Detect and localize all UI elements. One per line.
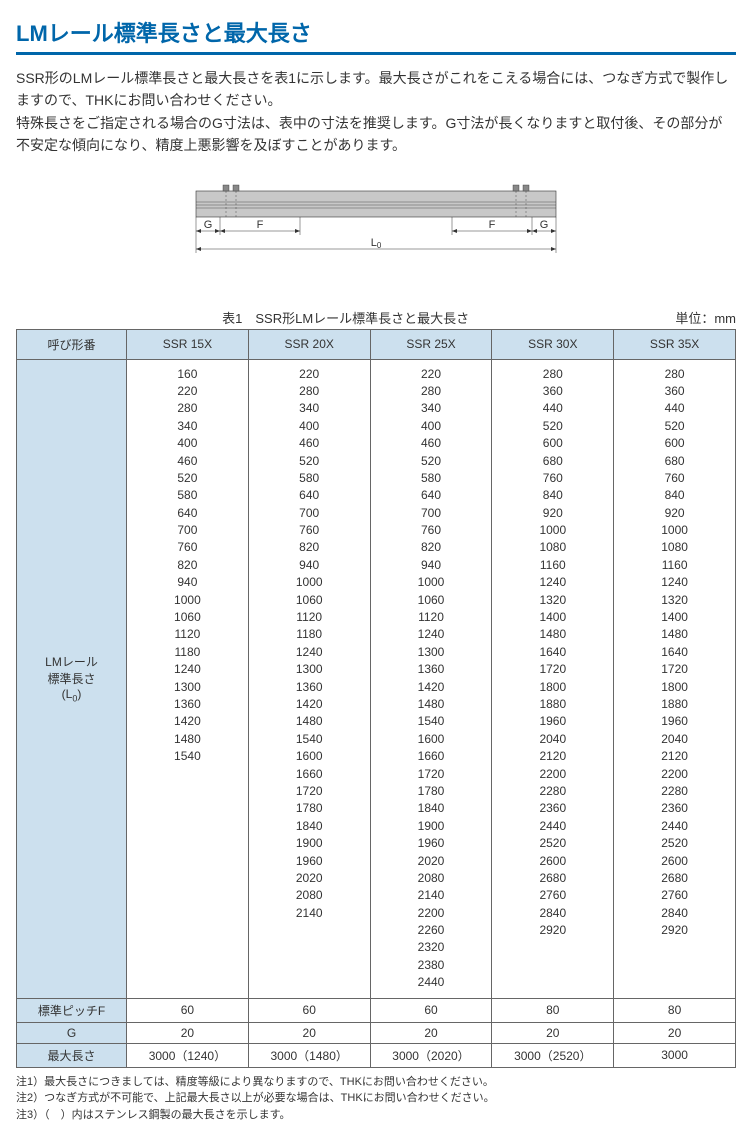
std-lengths-ssr30x: 2803604405206006807608409201000108011601… [492, 359, 614, 998]
max-length-ssr20x: 3000（1480） [248, 1043, 370, 1067]
g-dim-ssr25x: 20 [370, 1022, 492, 1043]
svg-text:F: F [257, 219, 264, 231]
row-label-max-length: 最大長さ [17, 1043, 127, 1067]
unit-label: 単位：mm [675, 308, 736, 327]
pitch-f-ssr35x: 80 [614, 998, 736, 1022]
intro-text: SSR形のLMレール標準長さと最大長さを表1に示します。最大長さがこれをこえる場… [16, 67, 736, 157]
table-notes: 注1）最大長さにつきましては、精度等級により異なりますので、THKにお問い合わせ… [16, 1074, 736, 1124]
g-dim-ssr15x: 20 [127, 1022, 249, 1043]
note-line: 注3）（ ）内はステンレス鋼製の最大長さを示します。 [16, 1107, 736, 1124]
std-lengths-ssr15x: 1602202803404004605205806407007608209401… [127, 359, 249, 998]
g-dim-ssr30x: 20 [492, 1022, 614, 1043]
page-title: LMレール標準長さと最大長さ [16, 16, 736, 55]
std-lengths-ssr25x: 2202803404004605205806407007608209401000… [370, 359, 492, 998]
pitch-f-ssr15x: 60 [127, 998, 249, 1022]
max-length-ssr35x: 3000 [614, 1043, 736, 1067]
col-header-ssr15x: SSR 15X [127, 329, 249, 359]
pitch-f-ssr20x: 60 [248, 998, 370, 1022]
col-header-ssr20x: SSR 20X [248, 329, 370, 359]
col-header-ssr25x: SSR 25X [370, 329, 492, 359]
max-length-ssr15x: 3000（1240） [127, 1043, 249, 1067]
std-lengths-ssr20x: 2202803404004605205806407007608209401000… [248, 359, 370, 998]
svg-text:G: G [204, 219, 213, 231]
note-line: 注2）つなぎ方式が不可能で、上記最大長さ以上が必要な場合は、THKにお問い合わせ… [16, 1090, 736, 1107]
row-label-pitch-f: 標準ピッチF [17, 998, 127, 1022]
table-caption: 表1 SSR形LMレール標準長さと最大長さ [16, 308, 675, 327]
pitch-f-ssr25x: 60 [370, 998, 492, 1022]
rail-length-table: 呼び形番SSR 15XSSR 20XSSR 25XSSR 30XSSR 35X … [16, 329, 736, 1068]
row-label-g-dim: G [17, 1022, 127, 1043]
row-label-std-length: LMレール標準長さ(L0) [17, 359, 127, 998]
svg-text:F: F [489, 219, 496, 231]
g-dim-ssr35x: 20 [614, 1022, 736, 1043]
col-header-ssr30x: SSR 30X [492, 329, 614, 359]
svg-text:G: G [540, 219, 549, 231]
rail-diagram: G F F G L0 [16, 173, 736, 296]
col-header-ssr35x: SSR 35X [614, 329, 736, 359]
svg-text:L0: L0 [371, 237, 382, 250]
g-dim-ssr20x: 20 [248, 1022, 370, 1043]
std-lengths-ssr35x: 2803604405206006807608409201000108011601… [614, 359, 736, 998]
pitch-f-ssr30x: 80 [492, 998, 614, 1022]
col-header-model: 呼び形番 [17, 329, 127, 359]
max-length-ssr30x: 3000（2520） [492, 1043, 614, 1067]
max-length-ssr25x: 3000（2020） [370, 1043, 492, 1067]
note-line: 注1）最大長さにつきましては、精度等級により異なりますので、THKにお問い合わせ… [16, 1074, 736, 1091]
